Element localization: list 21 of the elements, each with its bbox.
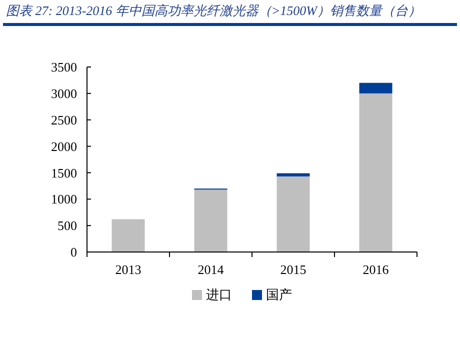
bar [359, 82, 392, 94]
y-tick-label: 1500 [51, 165, 77, 180]
y-tick-label: 0 [70, 244, 77, 260]
bar [194, 190, 228, 252]
chart-title: 图表 27: 2013-2016 年中国高功率光纤激光器（>1500W）销售数量（台） [6, 3, 422, 18]
y-tick-label: 500 [58, 218, 77, 234]
x-tick-label: 2013 [115, 262, 142, 277]
y-tick-label: 2000 [51, 138, 77, 154]
legend-label: 国产 [266, 287, 292, 302]
legend-label: 进口 [206, 287, 232, 302]
x-tick-label: 2015 [280, 262, 306, 277]
x-tick-label: 2016 [362, 262, 390, 277]
y-tick-label: 3500 [51, 60, 77, 75]
bar [112, 219, 145, 252]
y-tick-label: 2500 [51, 112, 77, 128]
bar [276, 176, 310, 252]
x-tick-label: 2014 [198, 262, 224, 277]
y-tick-label: 1000 [51, 192, 77, 207]
y-tick-label: 3000 [51, 86, 77, 101]
bar [359, 93, 392, 252]
bar [276, 173, 310, 176]
